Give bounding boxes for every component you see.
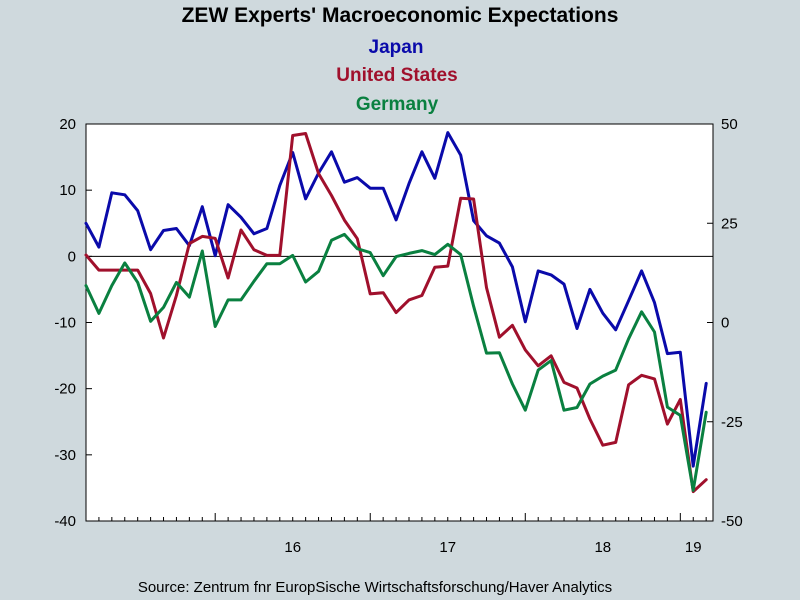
series-line-united-states: [84, 132, 708, 494]
right-tick-label: 0: [721, 315, 729, 332]
right-tick-label: -25: [721, 414, 743, 431]
subtitle-united-states: United States: [336, 65, 457, 86]
left-tick-label: -30: [54, 447, 76, 464]
x-tick-label: 19: [685, 539, 702, 556]
x-tick-label: 16: [284, 539, 301, 556]
left-tick-label: -10: [54, 315, 76, 332]
left-tick-label: -20: [54, 381, 76, 398]
series-lines: [84, 131, 708, 494]
left-tick-label: -40: [54, 513, 76, 530]
subtitle-japan: Japan: [369, 37, 424, 58]
left-tick-label: 0: [68, 248, 76, 265]
right-tick-label: -50: [721, 513, 743, 530]
left-tick-label: 10: [59, 182, 76, 199]
series-line-germany: [84, 232, 708, 492]
x-tick-label: 18: [594, 539, 611, 556]
right-tick-label: 50: [721, 116, 738, 133]
left-tick-label: 20: [59, 116, 76, 133]
source-note: Source: Zentrum fnr EuropSische Wirtscha…: [138, 579, 612, 596]
x-tick-label: 17: [439, 539, 456, 556]
axes: 20 10 0 -10 -20 -30 -40 50 25 0 -25 -50 16 17 18 19: [54, 116, 742, 556]
subtitle-germany: Germany: [356, 94, 439, 115]
chart-title: ZEW Experts' Macroeconomic Expectations: [182, 4, 619, 27]
right-tick-label: 25: [721, 215, 738, 232]
